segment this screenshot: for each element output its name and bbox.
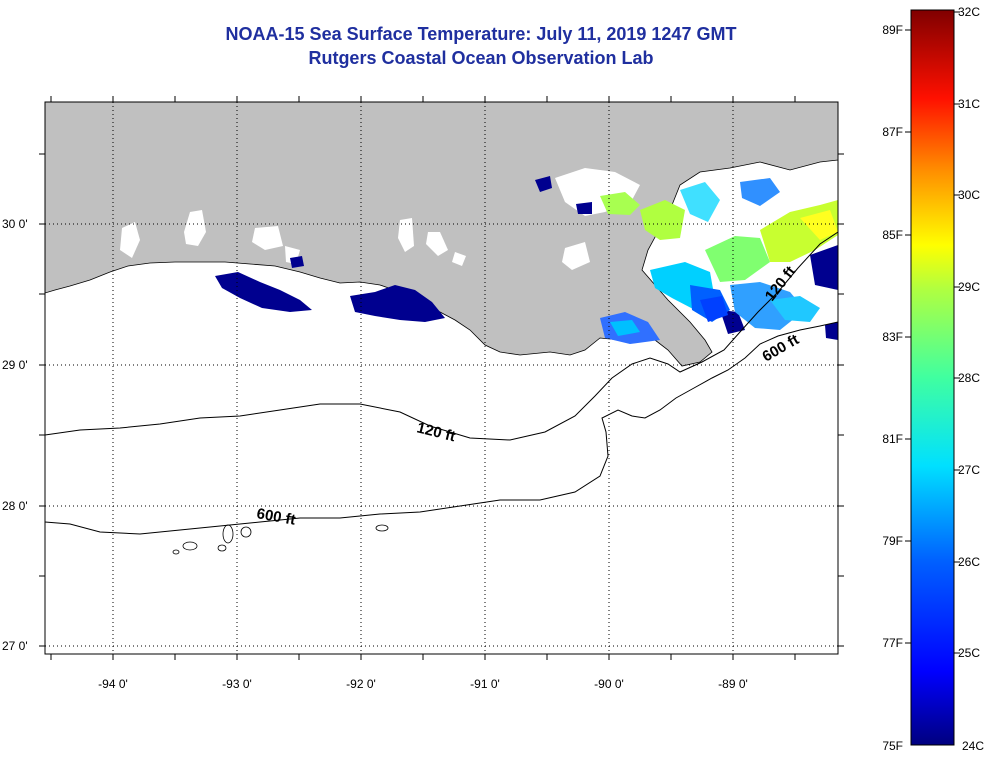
- cb-c-26: 26C: [958, 555, 980, 569]
- label-600ft-mid: 600 ft: [255, 505, 297, 529]
- cb-f-87: 87F: [882, 125, 903, 139]
- lon-label-89: -89 0': [718, 677, 748, 691]
- lon-label-93: -93 0': [222, 677, 252, 691]
- cb-c-25: 25C: [958, 646, 980, 660]
- sst-patches: [600, 178, 838, 344]
- seamount-contours: [172, 524, 389, 555]
- cb-f-83: 83F: [882, 330, 903, 344]
- cb-f-77: 77F: [882, 636, 903, 650]
- lon-label-94: -94 0': [98, 677, 128, 691]
- cb-f-75: 75F: [882, 739, 903, 753]
- graticule: [45, 102, 838, 654]
- cb-f-79: 79F: [882, 534, 903, 548]
- cb-c-28: 28C: [958, 371, 980, 385]
- map-title: NOAA-15 Sea Surface Temperature: July 11…: [225, 24, 737, 44]
- cb-f-81: 81F: [882, 432, 903, 446]
- cb-c-30: 30C: [958, 188, 980, 202]
- contour-600ft: [45, 321, 838, 535]
- cb-c-24: 24C: [962, 739, 984, 753]
- lon-label-92: -92 0': [346, 677, 376, 691]
- colorbar-ticks: [905, 11, 960, 654]
- lat-label-28: 28 0': [2, 499, 28, 513]
- land-mass: [45, 102, 838, 367]
- colorbar: [910, 9, 955, 746]
- cb-c-31: 31C: [958, 97, 980, 111]
- map-subtitle: Rutgers Coastal Ocean Observation Lab: [308, 48, 654, 68]
- lat-label-30: 30 0': [2, 217, 28, 231]
- contour-120ft: [45, 231, 838, 441]
- lon-label-90: -90 0': [594, 677, 624, 691]
- cold-water-patches: [215, 176, 838, 340]
- cb-f-89: 89F: [882, 23, 903, 37]
- cb-c-32: 32C: [958, 5, 980, 19]
- tick-marks: [39, 96, 844, 660]
- cb-c-29: 29C: [958, 280, 980, 294]
- lat-label-29: 29 0': [2, 358, 28, 372]
- cb-c-27: 27C: [958, 463, 980, 477]
- lon-label-91: -91 0': [470, 677, 500, 691]
- map-frame: [44, 101, 839, 655]
- lat-label-27: 27 0': [2, 639, 28, 653]
- cb-f-85: 85F: [882, 228, 903, 242]
